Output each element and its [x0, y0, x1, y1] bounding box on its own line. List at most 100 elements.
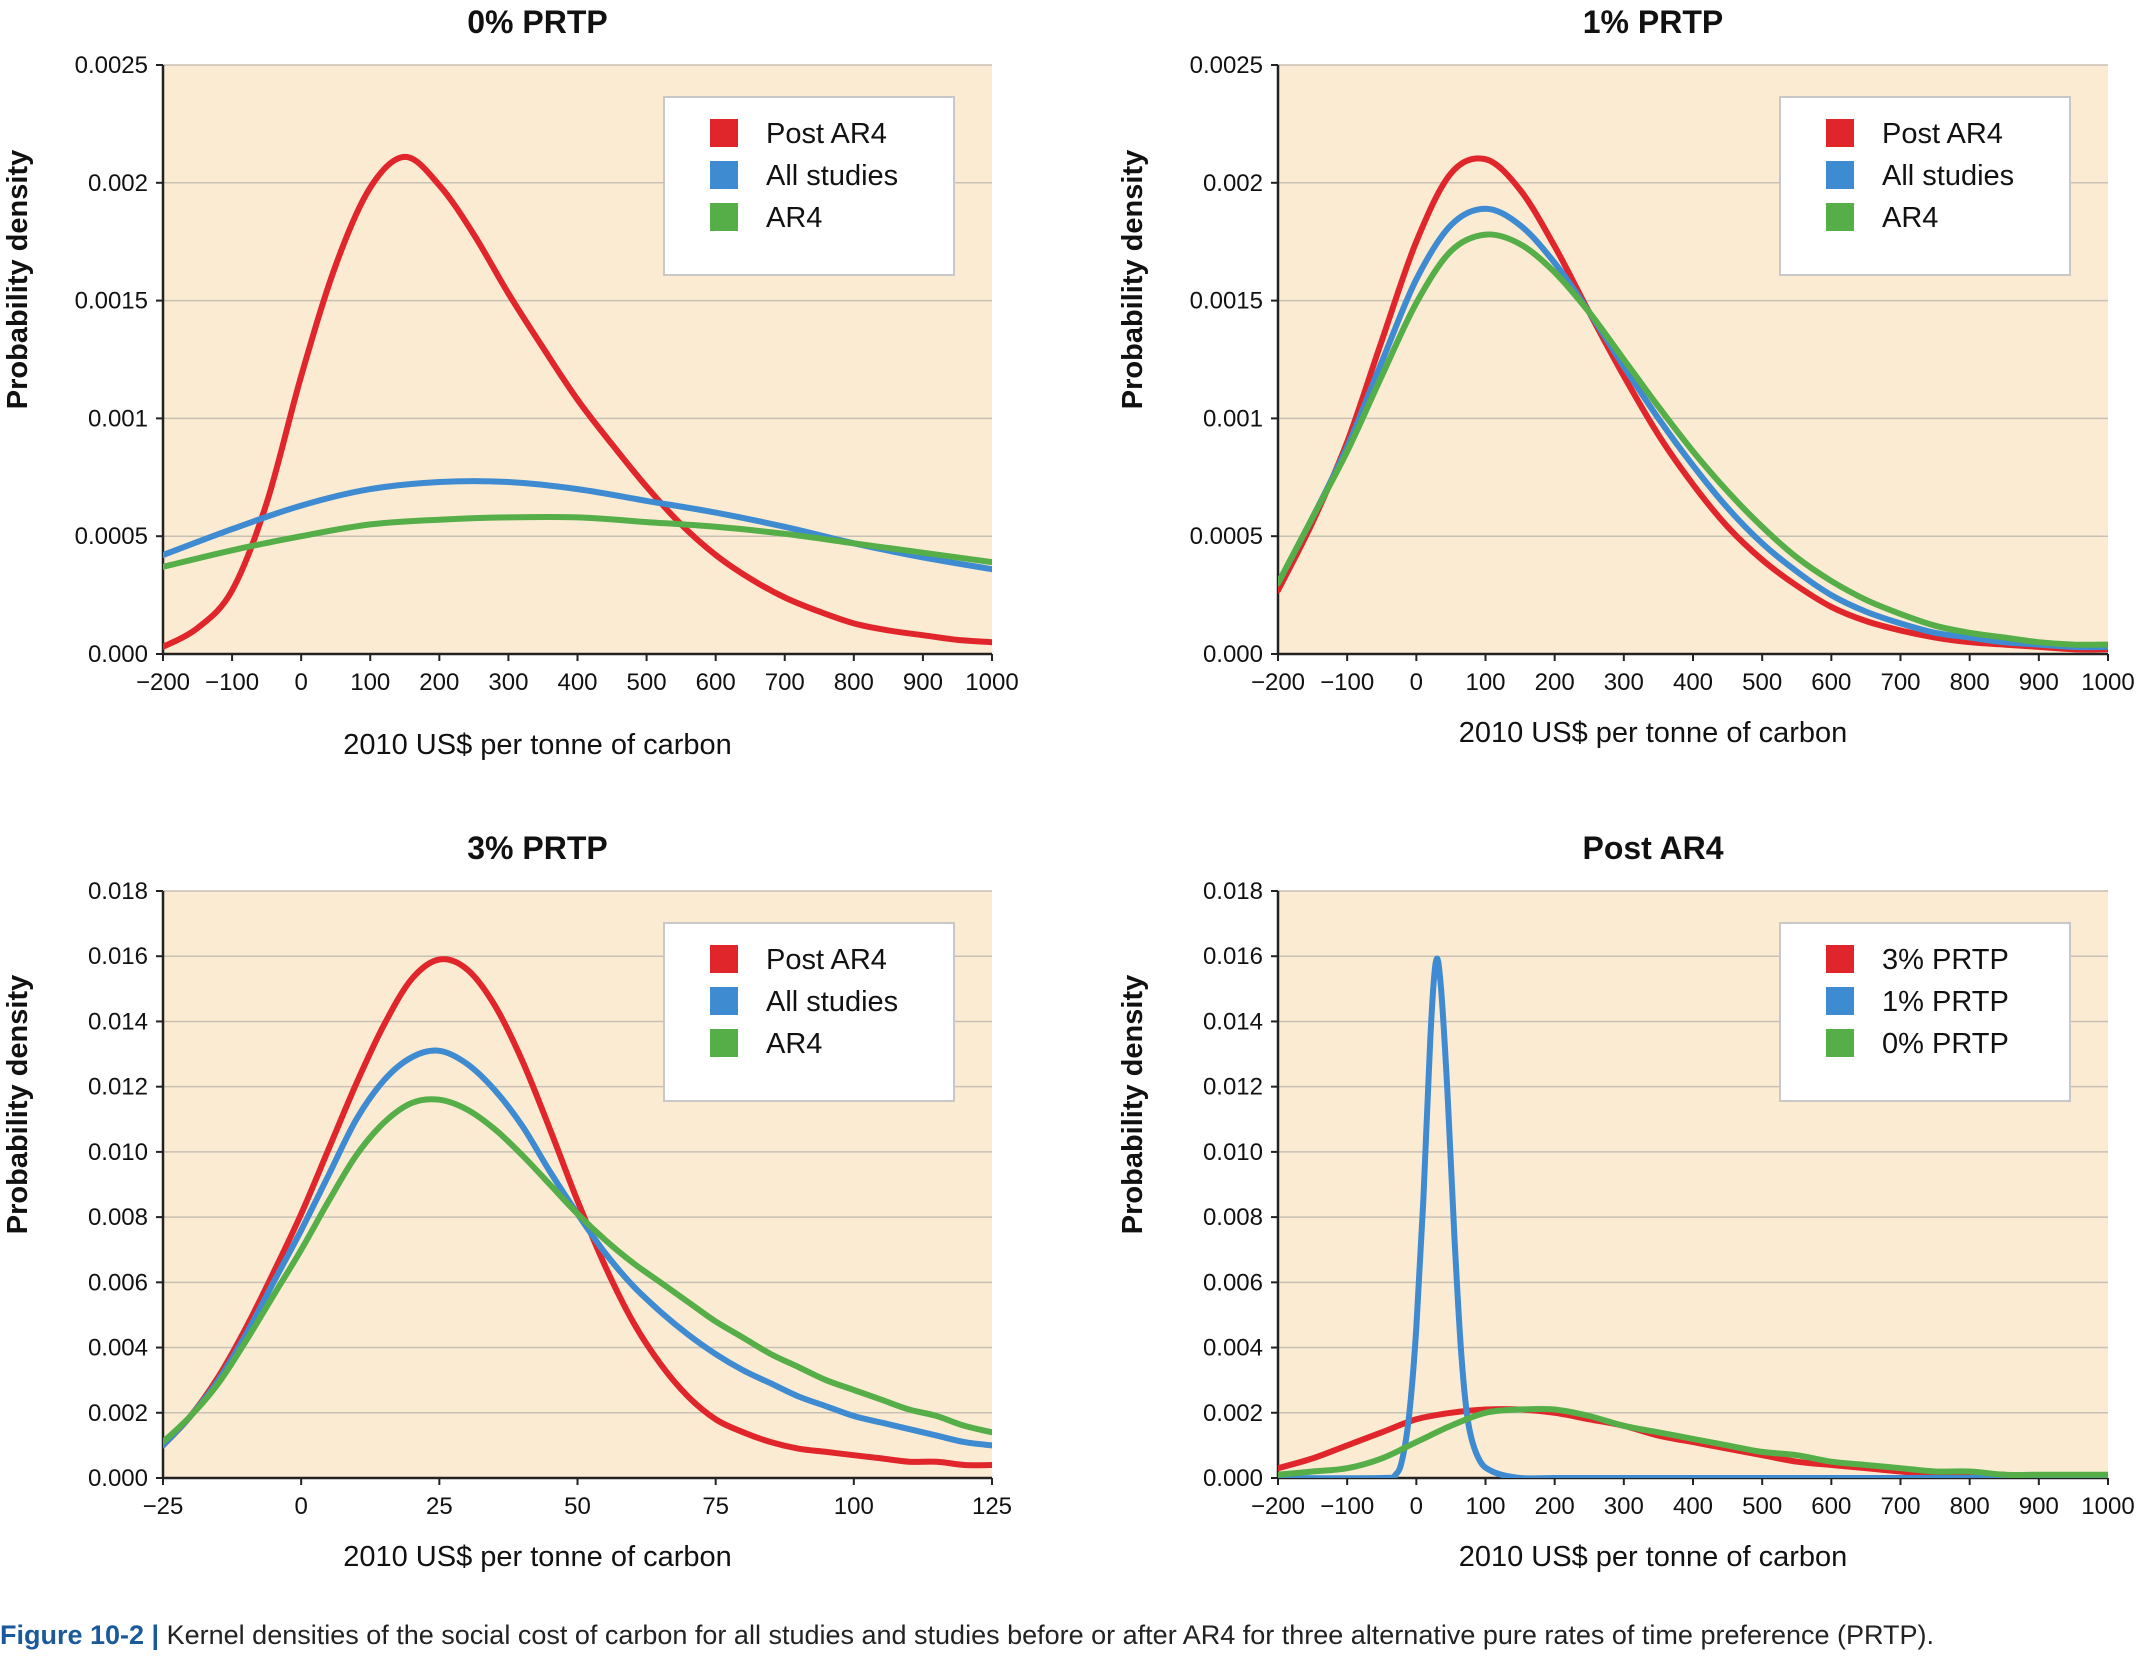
y-axis-label: Probability density: [2, 150, 34, 409]
y-tick-label: 0.016: [88, 943, 148, 970]
series-line-3: [163, 1096, 992, 1446]
x-tick-label: 600: [1811, 1493, 1851, 1520]
y-tick-label: 0.0005: [75, 523, 148, 550]
chart-panel-4: 0.000 0.002 0.004 0.006 0.008 0.010 0.012 0.014…: [1117, 830, 2135, 1573]
y-axis-label: Probability density: [1117, 975, 1149, 1234]
y-tick-label: 0.008: [1203, 1204, 1263, 1231]
x-tick-label: 200: [1535, 669, 1575, 696]
y-tick-label: 0.0025: [75, 52, 148, 79]
x-tick-label: 600: [696, 669, 736, 696]
legend-label: AR4: [766, 1028, 822, 1060]
legend: Post AR4 All studies AR4: [663, 96, 955, 276]
legend-swatch: [710, 1029, 738, 1057]
y-tick-label: 0.002: [1203, 170, 1263, 197]
x-tick-label: 900: [2019, 1493, 2059, 1520]
x-tick-label: 100: [1465, 669, 1505, 696]
x-tick-label: 200: [1535, 1493, 1575, 1520]
legend-swatch: [710, 945, 738, 973]
y-tick-label: 0.000: [88, 1465, 148, 1492]
y-tick-label: 0.016: [1203, 943, 1263, 970]
x-axis-label: 2010 US$ per tonne of carbon: [343, 1541, 732, 1573]
x-tick-label: 100: [350, 669, 390, 696]
y-tick-label: 0.014: [88, 1008, 148, 1035]
chart-title: 3% PRTP: [467, 830, 607, 866]
figure-caption: Figure 10-2 | Kernel densities of the so…: [0, 1620, 2148, 1660]
y-tick-label: 0.002: [1203, 1400, 1263, 1427]
x-tick-label: −200: [136, 669, 190, 696]
legend-label: 0% PRTP: [1882, 1028, 2009, 1060]
y-tick-label: 0.018: [1203, 878, 1263, 905]
y-tick-label: 0.018: [88, 878, 148, 905]
series-line-1: [163, 956, 992, 1469]
x-tick-label: 400: [1673, 669, 1713, 696]
x-tick-label: 500: [1742, 669, 1782, 696]
chart-panel-2: 0.000 0.0005 0.001 0.0015 0.002 0.0025 −200 −10…: [1117, 4, 2135, 749]
legend: Post AR4 All studies AR4: [663, 922, 955, 1102]
legend-label: Post AR4: [1882, 118, 2003, 150]
y-tick-label: 0.000: [1203, 641, 1263, 668]
x-axis-label: 2010 US$ per tonne of carbon: [343, 729, 732, 761]
legend-swatch: [710, 119, 738, 147]
legend-swatch: [1826, 203, 1854, 231]
series-line-2: [1278, 955, 2108, 1478]
y-tick-label: 0.004: [1203, 1335, 1263, 1362]
x-tick-label: 500: [1742, 1493, 1782, 1520]
legend-swatch: [710, 987, 738, 1015]
series-line-1: [1278, 1406, 2108, 1478]
x-tick-label: 400: [557, 669, 597, 696]
x-tick-label: 700: [1880, 1493, 1920, 1520]
x-tick-label: 125: [972, 1493, 1012, 1520]
y-tick-label: 0.0015: [1190, 288, 1263, 315]
x-tick-label: −100: [205, 669, 259, 696]
x-tick-label: −100: [1320, 669, 1374, 696]
x-tick-label: 400: [1673, 1493, 1713, 1520]
x-tick-label: −200: [1251, 669, 1305, 696]
x-tick-label: 100: [1465, 1493, 1505, 1520]
chart-title: Post AR4: [1582, 830, 1723, 866]
y-tick-label: 0.012: [88, 1074, 148, 1101]
y-tick-label: 0.012: [1203, 1074, 1263, 1101]
y-axis-label: Probability density: [2, 975, 34, 1234]
y-tick-label: 0.000: [88, 641, 148, 668]
legend-label: AR4: [1882, 202, 1938, 234]
legend: Post AR4 All studies AR4: [1779, 96, 2071, 276]
y-tick-label: 0.0025: [1190, 52, 1263, 79]
series-line-1: [1278, 155, 2108, 653]
x-axis-label: 2010 US$ per tonne of carbon: [1459, 717, 1848, 749]
y-tick-label: 0.001: [1203, 405, 1263, 432]
y-tick-label: 0.0005: [1190, 523, 1263, 550]
y-tick-label: 0.010: [88, 1139, 148, 1166]
x-tick-label: 0: [294, 1493, 307, 1520]
x-tick-label: 300: [488, 669, 528, 696]
x-tick-label: 1000: [2081, 1493, 2134, 1520]
x-tick-label: 200: [419, 669, 459, 696]
legend-label: All studies: [766, 986, 898, 1018]
series-line-2: [1278, 205, 2108, 651]
y-tick-label: 0.014: [1203, 1008, 1263, 1035]
x-tick-label: −200: [1251, 1493, 1305, 1520]
y-tick-label: 0.002: [88, 170, 148, 197]
series-line-1: [163, 153, 992, 650]
chart-title: 0% PRTP: [467, 4, 607, 40]
series-line-3: [163, 513, 992, 570]
legend-swatch: [1826, 987, 1854, 1015]
x-tick-label: 500: [627, 669, 667, 696]
x-tick-label: 800: [1950, 669, 1990, 696]
legend: 3% PRTP 1% PRTP 0% PRTP: [1779, 922, 2071, 1102]
series-line-3: [1278, 231, 2108, 648]
y-tick-label: 0.002: [88, 1400, 148, 1427]
legend-label: Post AR4: [766, 944, 887, 976]
x-tick-label: 50: [564, 1493, 591, 1520]
x-tick-label: 1000: [965, 669, 1018, 696]
legend-label: 1% PRTP: [1882, 986, 2009, 1018]
x-tick-label: 800: [834, 669, 874, 696]
x-axis-label: 2010 US$ per tonne of carbon: [1459, 1541, 1848, 1573]
y-tick-label: 0.006: [88, 1269, 148, 1296]
x-tick-label: 25: [426, 1493, 453, 1520]
x-tick-label: 300: [1604, 669, 1644, 696]
x-tick-label: 75: [702, 1493, 729, 1520]
x-tick-label: 0: [294, 669, 307, 696]
x-tick-label: 600: [1811, 669, 1851, 696]
caption-label: Figure 10-2 |: [0, 1620, 160, 1650]
x-tick-label: 100: [834, 1493, 874, 1520]
